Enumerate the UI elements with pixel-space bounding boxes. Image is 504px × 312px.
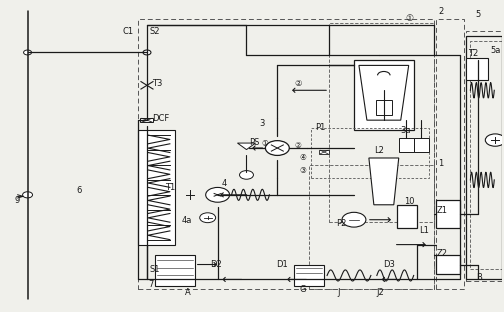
Bar	[294, 265, 324, 286]
Bar	[319, 150, 329, 154]
Text: D1: D1	[276, 261, 288, 270]
Bar	[309, 165, 433, 290]
Circle shape	[266, 141, 289, 155]
Bar	[435, 19, 464, 290]
Bar	[138, 19, 433, 290]
Bar	[311, 128, 428, 178]
Text: Z1: Z1	[436, 206, 448, 215]
Bar	[435, 255, 461, 275]
Circle shape	[143, 50, 151, 55]
Circle shape	[23, 192, 33, 198]
Circle shape	[24, 193, 32, 197]
Text: DCF: DCF	[152, 114, 169, 123]
Text: T2: T2	[468, 49, 479, 58]
Circle shape	[206, 188, 229, 202]
Text: 1: 1	[438, 159, 444, 168]
Text: 9: 9	[15, 196, 20, 205]
Text: J: J	[337, 288, 340, 297]
Text: PS: PS	[249, 138, 260, 147]
Text: 3: 3	[260, 119, 265, 128]
Text: 5a: 5a	[490, 46, 500, 56]
Text: P2: P2	[336, 219, 346, 228]
Text: Z2: Z2	[436, 249, 448, 257]
Circle shape	[342, 212, 366, 227]
Circle shape	[24, 50, 32, 55]
Bar	[354, 61, 414, 130]
Bar	[466, 36, 502, 280]
Bar	[435, 200, 461, 228]
Polygon shape	[237, 143, 256, 149]
Text: 10: 10	[404, 197, 414, 206]
Text: C1: C1	[122, 27, 133, 36]
Text: ①: ①	[406, 14, 414, 22]
Text: D2: D2	[210, 261, 221, 270]
Bar	[376, 100, 392, 115]
Text: 4a: 4a	[182, 216, 192, 225]
Bar	[138, 130, 175, 245]
Polygon shape	[359, 66, 409, 120]
Bar	[399, 138, 414, 152]
Text: T3: T3	[152, 79, 162, 88]
Text: 4: 4	[222, 179, 227, 188]
Bar	[329, 22, 433, 222]
Text: 7: 7	[148, 280, 153, 290]
Text: S2: S2	[150, 27, 160, 36]
Polygon shape	[141, 118, 154, 122]
Text: ②: ②	[294, 79, 302, 88]
Bar	[466, 31, 502, 281]
Bar	[397, 205, 417, 228]
Text: G: G	[299, 285, 306, 295]
Text: T1: T1	[165, 183, 175, 192]
Circle shape	[239, 171, 254, 179]
Text: 3a: 3a	[401, 126, 411, 135]
Bar	[414, 138, 428, 152]
Text: ③: ③	[299, 166, 306, 175]
Bar	[470, 41, 502, 270]
Text: A: A	[185, 288, 191, 297]
Text: ④: ④	[299, 153, 306, 162]
Circle shape	[485, 134, 504, 146]
Text: S1: S1	[150, 266, 160, 275]
Text: P1: P1	[315, 123, 326, 132]
Text: D3: D3	[383, 261, 395, 270]
Polygon shape	[369, 158, 399, 205]
Text: L1: L1	[419, 226, 428, 235]
Text: ②: ②	[294, 141, 301, 150]
Bar	[466, 58, 488, 80]
Text: B: B	[476, 273, 482, 282]
Text: ①: ①	[262, 139, 268, 148]
Bar	[155, 255, 195, 286]
Text: 2: 2	[438, 7, 444, 16]
Text: J2: J2	[377, 288, 385, 297]
Text: L2: L2	[374, 146, 384, 155]
Text: 6: 6	[76, 186, 82, 195]
Circle shape	[200, 213, 216, 223]
Text: 5: 5	[475, 10, 481, 19]
